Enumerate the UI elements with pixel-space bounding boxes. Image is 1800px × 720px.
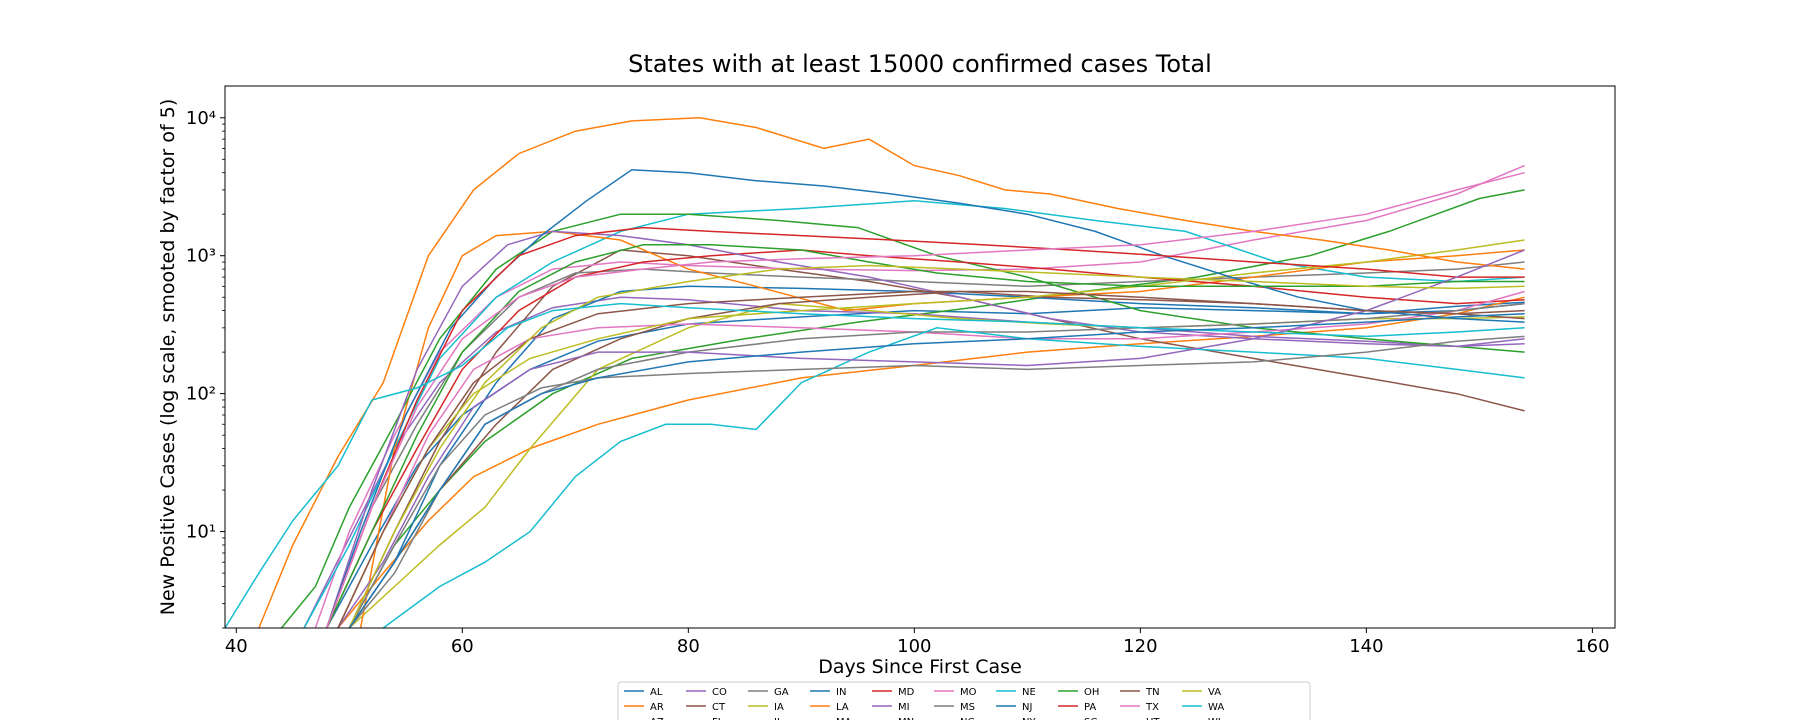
x-tick-label: 120 (1123, 636, 1157, 657)
x-tick-label: 140 (1349, 636, 1383, 657)
y-tick-label: 10³ (186, 246, 216, 267)
series-line-mi (325, 230, 1525, 629)
legend-label-tn: TN (1145, 687, 1160, 698)
series-line-mo (337, 290, 1525, 629)
legend-label-sc: SC (1084, 717, 1097, 720)
x-tick-label: 80 (677, 636, 700, 657)
legend-label-pa: PA (1084, 702, 1096, 713)
y-tick-label: 10² (186, 384, 216, 405)
x-tick-label: 40 (225, 636, 248, 657)
x-tick-label: 60 (451, 636, 474, 657)
legend-label-ar: AR (650, 702, 664, 713)
series-line-al (326, 301, 1525, 629)
series-line-in (348, 285, 1525, 629)
series-line-tn (337, 290, 1525, 629)
legend-label-al: AL (650, 687, 663, 698)
series-line-nj (325, 169, 1525, 629)
x-tick-label: 160 (1575, 636, 1609, 657)
x-tick-label: 100 (897, 636, 931, 657)
y-tick-label: 10⁴ (186, 108, 216, 129)
series-line-ia (348, 302, 1525, 629)
series-line-ms (348, 302, 1525, 629)
y-axis: 10¹ 10² 10³ 10⁴ (186, 108, 225, 629)
legend-label-ia: IA (774, 702, 784, 713)
series-line-tx (325, 171, 1525, 629)
series-line-ma (280, 213, 1525, 629)
series-line-ny (258, 117, 1525, 629)
legend-label-md: MD (898, 687, 915, 698)
legend-label-fl: FL (712, 717, 724, 720)
legend-label-ma: MA (836, 717, 852, 720)
series-line-il (303, 200, 1525, 629)
series-line-ar (337, 296, 1525, 629)
series-line-co (303, 296, 1525, 629)
legend-label-ne: NE (1022, 687, 1036, 698)
legend-label-oh: OH (1084, 687, 1099, 698)
x-axis-label: Days Since First Case (818, 656, 1022, 678)
legend-label-az: AZ (650, 717, 664, 720)
plot-frame (224, 85, 1616, 629)
legend: AL AR AZ CO CT FL GA IA IL IN LA MA MD MI MN MO MS NC NE NJ… (617, 681, 1311, 720)
series-line-la (359, 230, 1525, 629)
legend-label-ct: CT (712, 702, 726, 713)
y-tick-label: 10¹ (186, 522, 216, 543)
series-line-ne (382, 327, 1525, 629)
legend-label-nj: NJ (1022, 702, 1032, 713)
series-line-wa (224, 302, 1525, 629)
legend-label-ut: UT (1146, 717, 1160, 720)
series-line-ga (325, 261, 1525, 629)
legend-label-mi: MI (898, 702, 910, 713)
y-axis-label: New Positive Cases (log scale, smooted b… (157, 99, 179, 615)
legend-label-wa: WA (1208, 702, 1224, 713)
series-line-az (348, 189, 1525, 629)
legend-label-mn: MN (898, 717, 914, 720)
x-axis: 40 60 80 100 120 140 160 (225, 628, 1610, 657)
series-line-pa (325, 226, 1525, 629)
series-line-va (348, 264, 1525, 629)
legend-label-va: VA (1208, 687, 1221, 698)
legend-label-tx: TX (1145, 702, 1159, 713)
series-line-nc (337, 239, 1525, 629)
series-layer (224, 117, 1525, 629)
series-line-sc (337, 249, 1525, 629)
legend-label-ny: NY (1022, 717, 1036, 720)
series-line-oh (326, 244, 1525, 629)
legend-label-nc: NC (960, 717, 974, 720)
legend-label-wi: WI (1208, 717, 1221, 720)
legend-label-in: IN (836, 687, 846, 698)
legend-label-la: LA (836, 702, 849, 713)
series-line-ct (348, 249, 1525, 629)
legend-label-ms: MS (960, 702, 975, 713)
series-line-wi (348, 312, 1525, 629)
chart-title: States with at least 15000 confirmed cas… (628, 50, 1212, 78)
legend-label-co: CO (712, 687, 727, 698)
legend-label-ga: GA (774, 687, 789, 698)
legend-label-il: IL (774, 717, 783, 720)
legend-label-mo: MO (960, 687, 977, 698)
series-line-ut (348, 335, 1525, 629)
